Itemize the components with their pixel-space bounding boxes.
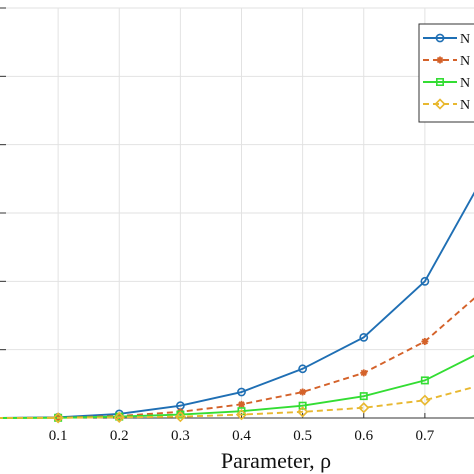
legend-marker: [435, 78, 444, 87]
data-point: [419, 394, 431, 406]
series-line: [0, 386, 474, 419]
legend-marker: [434, 98, 446, 110]
data-point: [358, 402, 370, 414]
series-4: [0, 386, 474, 424]
legend-label: N: [460, 32, 470, 47]
legend-label: N: [460, 98, 470, 113]
data-point: [298, 401, 307, 410]
x-tick-label: 0.3: [171, 428, 190, 444]
legend-item: N: [423, 54, 470, 69]
data-point: [360, 369, 368, 377]
series-1: [0, 191, 474, 422]
series-3: [0, 354, 474, 422]
series-line: [0, 191, 474, 419]
x-tick-label: 0.2: [110, 428, 129, 444]
data-point: [298, 364, 308, 374]
legend-marker: [436, 56, 444, 64]
x-axis-title: Parameter, ρ: [221, 448, 331, 473]
data-point: [238, 400, 245, 408]
series-group: [0, 191, 474, 424]
x-tick-label: 0.4: [232, 428, 251, 444]
data-point: [113, 411, 125, 423]
series-line: [0, 354, 474, 419]
legend-item: N: [423, 32, 470, 47]
data-point: [296, 406, 309, 418]
x-tick-label: 0.1: [49, 428, 68, 444]
data-point: [52, 412, 64, 424]
data-point: [299, 388, 307, 396]
legend-marker: [435, 33, 445, 43]
series-2: [0, 297, 474, 422]
tick-labels: 0.1 0.2 0.3 0.4 0.5 0.6 0.7: [49, 428, 435, 444]
x-tick-label: 0.6: [354, 428, 373, 444]
data-point: [359, 332, 369, 342]
x-tick-label: 0.7: [416, 428, 435, 444]
data-point: [421, 337, 429, 345]
legend-box: [418, 23, 474, 123]
data-point: [237, 387, 246, 397]
x-tick-label: 0.5: [293, 428, 312, 444]
data-point: [420, 376, 429, 385]
legend-item: N: [423, 76, 470, 91]
legend-label: N: [460, 76, 470, 91]
grid-lines: [0, 7, 474, 418]
data-point: [174, 411, 187, 423]
series-line: [0, 297, 474, 419]
data-point: [359, 392, 368, 401]
data-point: [235, 408, 248, 421]
legend-label: N: [460, 54, 470, 69]
legend-item: N: [423, 98, 470, 113]
data-point: [420, 276, 430, 286]
